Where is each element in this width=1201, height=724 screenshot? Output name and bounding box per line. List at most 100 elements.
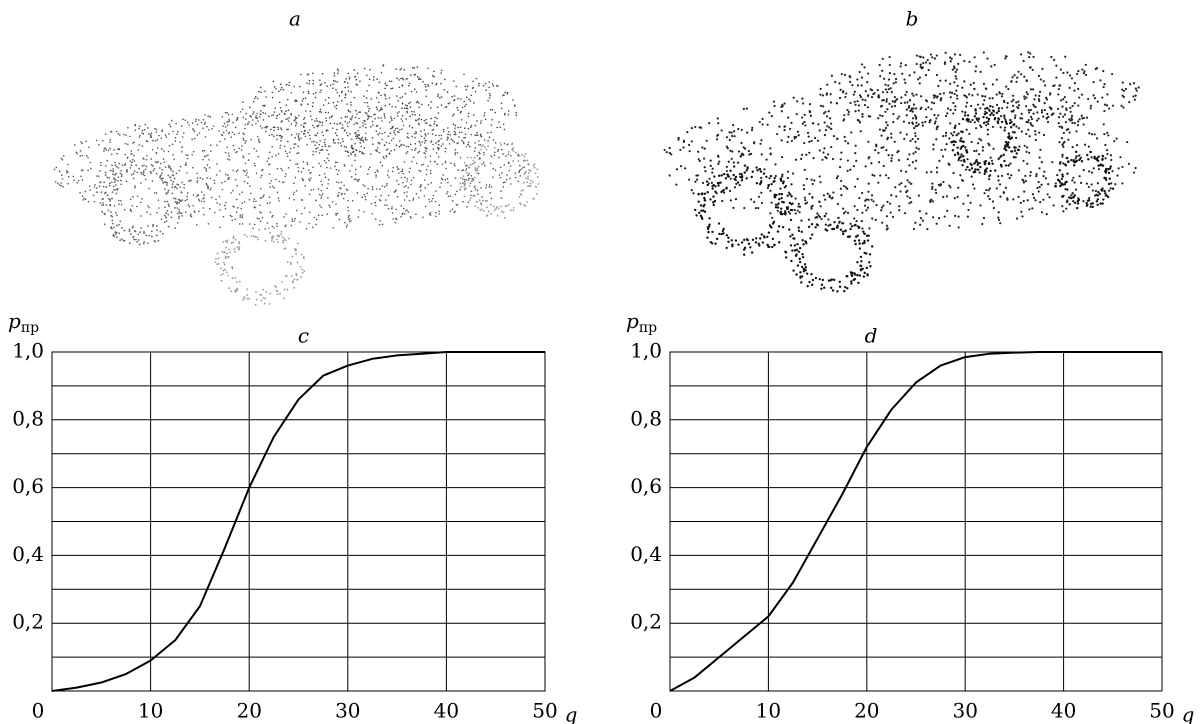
- point: [315, 135, 317, 137]
- point: [945, 135, 947, 137]
- point: [425, 206, 427, 208]
- point: [980, 126, 982, 128]
- point: [515, 112, 517, 114]
- point: [419, 114, 421, 116]
- point: [770, 175, 772, 177]
- point: [247, 176, 249, 178]
- point: [881, 206, 883, 208]
- point: [841, 73, 843, 75]
- point: [304, 130, 306, 132]
- point: [225, 257, 227, 259]
- point: [819, 201, 821, 203]
- point: [229, 132, 231, 134]
- point: [351, 119, 353, 121]
- point: [303, 168, 305, 170]
- point: [1003, 148, 1005, 150]
- point: [170, 216, 172, 218]
- point: [175, 140, 177, 142]
- point: [836, 177, 838, 179]
- point: [437, 147, 439, 149]
- point: [402, 115, 404, 117]
- point: [952, 112, 954, 114]
- point: [796, 113, 798, 115]
- point: [185, 119, 187, 121]
- point: [116, 214, 118, 216]
- point: [157, 161, 159, 163]
- point: [881, 105, 883, 107]
- point: [771, 217, 773, 219]
- point: [380, 161, 382, 163]
- point: [854, 91, 856, 93]
- point: [247, 298, 249, 300]
- point: [850, 280, 852, 282]
- point: [530, 170, 532, 172]
- point: [799, 271, 801, 273]
- point: [904, 102, 906, 104]
- point: [1072, 177, 1074, 179]
- point: [915, 147, 917, 149]
- point: [943, 92, 945, 94]
- point: [285, 213, 287, 215]
- point: [489, 95, 491, 97]
- point: [507, 143, 509, 145]
- point: [464, 127, 466, 129]
- point: [368, 117, 370, 119]
- point: [232, 190, 234, 192]
- point: [387, 174, 389, 176]
- point: [711, 182, 713, 184]
- point: [976, 118, 978, 120]
- point: [366, 97, 368, 99]
- point: [226, 121, 228, 123]
- point: [491, 119, 493, 121]
- point: [781, 110, 783, 112]
- point: [493, 206, 495, 208]
- point: [371, 203, 373, 205]
- point: [744, 148, 746, 150]
- point: [485, 200, 487, 202]
- point: [856, 100, 858, 102]
- point: [691, 140, 693, 142]
- point: [964, 114, 966, 116]
- point: [425, 134, 427, 136]
- point: [1106, 149, 1108, 151]
- point: [777, 206, 779, 208]
- point: [354, 143, 356, 145]
- point: [365, 132, 367, 134]
- point: [291, 92, 293, 94]
- point: [362, 125, 364, 127]
- point: [1110, 187, 1112, 189]
- point: [183, 187, 185, 189]
- point: [415, 132, 417, 134]
- point: [203, 214, 205, 216]
- point: [468, 113, 470, 115]
- point: [96, 187, 98, 189]
- point: [305, 136, 307, 138]
- point: [828, 110, 830, 112]
- point: [757, 243, 759, 245]
- point: [440, 72, 442, 74]
- point: [341, 127, 343, 129]
- point: [807, 285, 809, 287]
- point: [791, 140, 793, 142]
- point: [502, 95, 504, 97]
- point: [393, 138, 395, 140]
- point: [239, 216, 241, 218]
- point: [446, 139, 448, 141]
- point: [424, 129, 426, 131]
- point: [381, 109, 383, 111]
- point: [109, 185, 111, 187]
- point: [463, 74, 465, 76]
- point: [219, 141, 221, 143]
- point: [810, 206, 812, 208]
- point: [346, 132, 348, 134]
- point: [825, 224, 827, 226]
- point: [467, 116, 469, 118]
- point: [156, 173, 158, 175]
- point: [375, 174, 377, 176]
- point: [387, 148, 389, 150]
- point: [731, 243, 733, 245]
- point: [448, 196, 450, 198]
- point: [792, 269, 794, 271]
- point: [269, 135, 271, 137]
- point: [422, 216, 424, 218]
